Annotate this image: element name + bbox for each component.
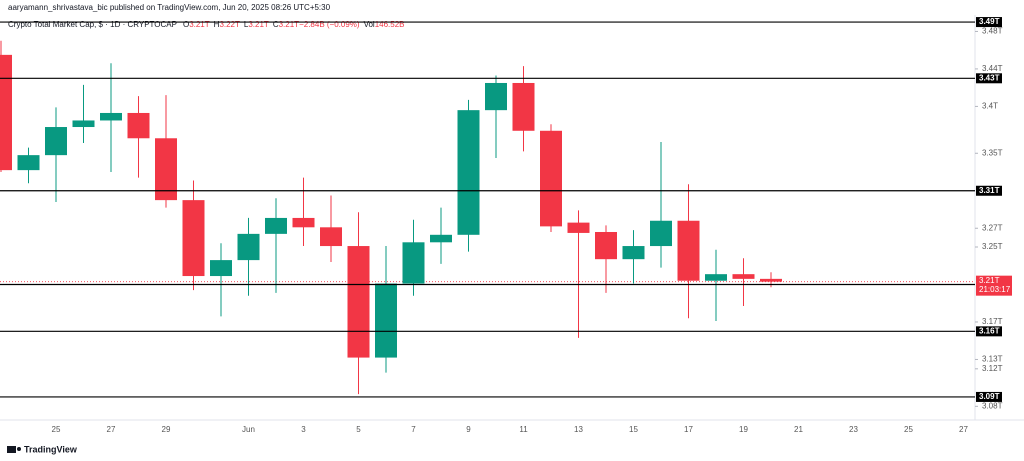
candle-body bbox=[100, 112, 122, 121]
level-label-box bbox=[976, 185, 1002, 196]
candle-body bbox=[375, 283, 397, 358]
candle-body bbox=[0, 54, 12, 171]
candle-body bbox=[622, 246, 645, 260]
level-label-box bbox=[976, 17, 1002, 28]
y-tick-label: 3.44T bbox=[982, 64, 1003, 73]
legend-key: C bbox=[273, 20, 279, 29]
candle-body bbox=[485, 82, 507, 111]
candle-body bbox=[155, 138, 177, 201]
legend-value: 3.21T bbox=[248, 20, 269, 29]
candle-body bbox=[347, 246, 370, 358]
legend-value: 3.21T bbox=[189, 20, 210, 29]
legend-key: Vol bbox=[364, 20, 375, 29]
x-tick-label: 27 bbox=[959, 425, 968, 434]
x-tick-label: 9 bbox=[466, 425, 471, 434]
y-tick-label: 3.35T bbox=[982, 148, 1003, 157]
y-tick-label: 3.17T bbox=[982, 317, 1003, 326]
candle-body bbox=[705, 274, 727, 281]
x-tick-label: 7 bbox=[411, 425, 416, 434]
x-tick-label: 19 bbox=[739, 425, 748, 434]
candle-body bbox=[237, 233, 260, 261]
x-tick-label: 25 bbox=[904, 425, 913, 434]
candle-body bbox=[595, 231, 617, 260]
y-tick-label: 3.27T bbox=[982, 223, 1003, 232]
level-label-box bbox=[976, 391, 1002, 402]
x-tick-label: 11 bbox=[519, 425, 528, 434]
candle-body bbox=[457, 110, 480, 235]
x-tick-label: 27 bbox=[107, 425, 116, 434]
publish-header: aaryamann_shrivastava_bic published on T… bbox=[8, 3, 331, 12]
x-tick-label: 15 bbox=[629, 425, 638, 434]
last-price-label: 3.21T bbox=[979, 276, 1000, 285]
symbol: Crypto Total Market Cap, $ · 1D · CRYPTO… bbox=[8, 20, 177, 29]
candle-body bbox=[127, 112, 150, 139]
candle-body bbox=[210, 260, 232, 277]
footer-brand: TradingView bbox=[24, 444, 78, 454]
y-tick-label: 3.48T bbox=[982, 27, 1003, 36]
x-tick-label: 23 bbox=[849, 425, 858, 434]
x-tick-label: 3 bbox=[301, 425, 306, 434]
candle-body bbox=[402, 242, 425, 284]
candle-body bbox=[182, 200, 205, 277]
legend-value: 146.52B bbox=[375, 20, 405, 29]
x-tick-label: 13 bbox=[574, 425, 583, 434]
x-tick-label: 29 bbox=[162, 425, 171, 434]
legend-value: −2.84B (−0.09%) bbox=[299, 20, 360, 29]
y-tick-label: 3.25T bbox=[982, 242, 1003, 251]
level-label: 3.31T bbox=[979, 186, 1000, 195]
last-price-countdown: 21:03:17 bbox=[979, 285, 1011, 294]
level-label: 3.16T bbox=[979, 326, 1000, 335]
level-label: 3.09T bbox=[979, 392, 1000, 401]
x-tick-label: 21 bbox=[794, 425, 803, 434]
candle-body bbox=[677, 220, 700, 281]
candle-body bbox=[567, 222, 590, 233]
legend-key: H bbox=[214, 20, 220, 29]
y-tick-label: 3.13T bbox=[982, 355, 1003, 364]
x-tick-label: Jun bbox=[242, 425, 255, 434]
level-label-box bbox=[976, 73, 1002, 84]
y-tick-label: 3.08T bbox=[982, 401, 1003, 410]
legend-key: L bbox=[244, 20, 249, 29]
candle-body bbox=[17, 155, 40, 171]
legend-line: Crypto Total Market Cap, $ · 1D · CRYPTO… bbox=[8, 20, 405, 29]
legend-value: 3.22T bbox=[219, 20, 240, 29]
candle-body bbox=[760, 278, 782, 282]
x-tick-label: 5 bbox=[356, 425, 361, 434]
candle-body bbox=[430, 234, 452, 243]
legend-value: 3.21T bbox=[279, 20, 300, 29]
candle-body bbox=[72, 120, 95, 128]
level-label-box bbox=[976, 326, 1002, 337]
legend-key: O bbox=[183, 20, 189, 29]
candle-body bbox=[512, 82, 535, 131]
candle-body bbox=[732, 274, 755, 279]
candle-body bbox=[292, 217, 315, 228]
y-tick-label: 3.4T bbox=[982, 102, 998, 111]
level-label: 3.49T bbox=[979, 17, 1000, 26]
candle-body bbox=[45, 127, 67, 156]
x-tick-label: 25 bbox=[52, 425, 61, 434]
candle-body bbox=[320, 227, 342, 247]
x-tick-label: 17 bbox=[684, 425, 693, 434]
y-tick-label: 3.12T bbox=[982, 364, 1003, 373]
candle-body bbox=[265, 217, 287, 234]
footer-logo bbox=[7, 446, 21, 453]
candle-body bbox=[540, 130, 562, 227]
last-price-box bbox=[976, 275, 1012, 296]
level-label: 3.43T bbox=[979, 73, 1000, 82]
candle-body bbox=[650, 220, 672, 247]
